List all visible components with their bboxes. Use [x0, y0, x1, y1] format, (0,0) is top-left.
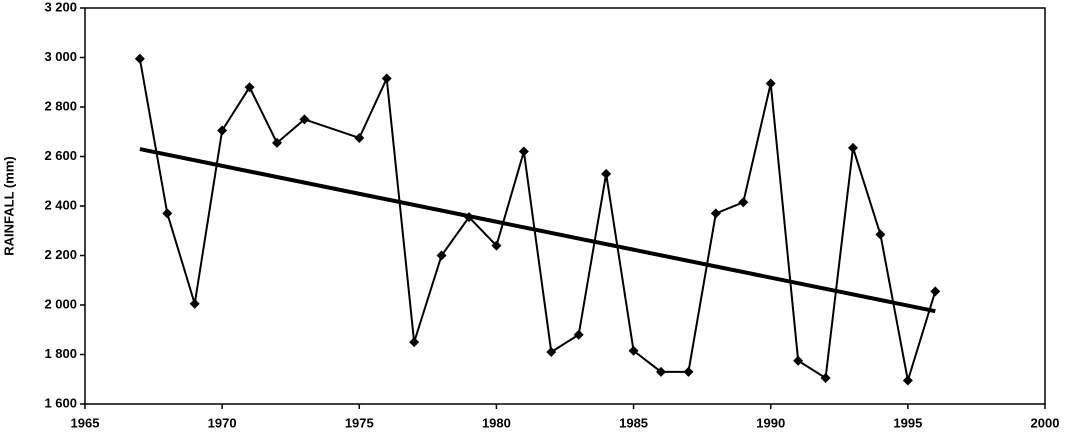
- data-point: [299, 114, 310, 125]
- y-tick-label: 1 800: [44, 346, 77, 361]
- data-point: [189, 298, 200, 309]
- x-tick-label: 1965: [71, 415, 100, 430]
- data-line: [138, 58, 937, 381]
- data-point: [272, 137, 282, 148]
- data-point: [738, 197, 749, 208]
- data-point: [464, 212, 474, 223]
- y-tick-label: 2 000: [44, 296, 77, 311]
- data-point: [217, 125, 228, 136]
- x-tick-label: 2000: [1031, 415, 1060, 430]
- y-tick-label: 3 200: [44, 0, 77, 14]
- y-tick-label: 2 800: [44, 98, 77, 113]
- data-point: [820, 373, 831, 384]
- x-tick-label: 1970: [208, 415, 237, 430]
- x-tick-label: 1995: [893, 415, 922, 430]
- data-point: [793, 355, 804, 366]
- data-point: [656, 366, 666, 377]
- data-point: [765, 78, 776, 89]
- data-point: [354, 132, 365, 143]
- data-point: [710, 208, 721, 219]
- y-tick-label: 2 600: [44, 148, 77, 163]
- data-point: [162, 208, 173, 219]
- y-axis-label: RAINFALL (mm): [1, 156, 16, 255]
- data-point: [875, 229, 886, 240]
- x-tick-label: 1985: [619, 415, 648, 430]
- y-tick-label: 2 200: [44, 247, 77, 262]
- y-tick-label: 2 400: [44, 197, 77, 212]
- trend-line: [139, 147, 936, 314]
- data-point: [518, 146, 529, 157]
- data-point: [491, 240, 502, 251]
- x-tick-label: 1990: [756, 415, 785, 430]
- data-point: [409, 337, 420, 348]
- x-tick-label: 1980: [482, 415, 511, 430]
- y-tick-label: 1 600: [44, 395, 77, 410]
- x-tick-label: 1975: [345, 415, 374, 430]
- data-point: [546, 347, 557, 358]
- data-point: [381, 73, 392, 84]
- data-point: [848, 142, 858, 153]
- data-point: [573, 329, 584, 340]
- data-point: [436, 250, 447, 261]
- data-point: [601, 168, 612, 179]
- data-point: [930, 286, 941, 297]
- data-point: [902, 375, 913, 386]
- data-point: [134, 53, 145, 64]
- data-point: [683, 366, 694, 377]
- y-tick-label: 3 000: [44, 49, 77, 64]
- data-point: [244, 82, 255, 93]
- data-point: [628, 345, 639, 356]
